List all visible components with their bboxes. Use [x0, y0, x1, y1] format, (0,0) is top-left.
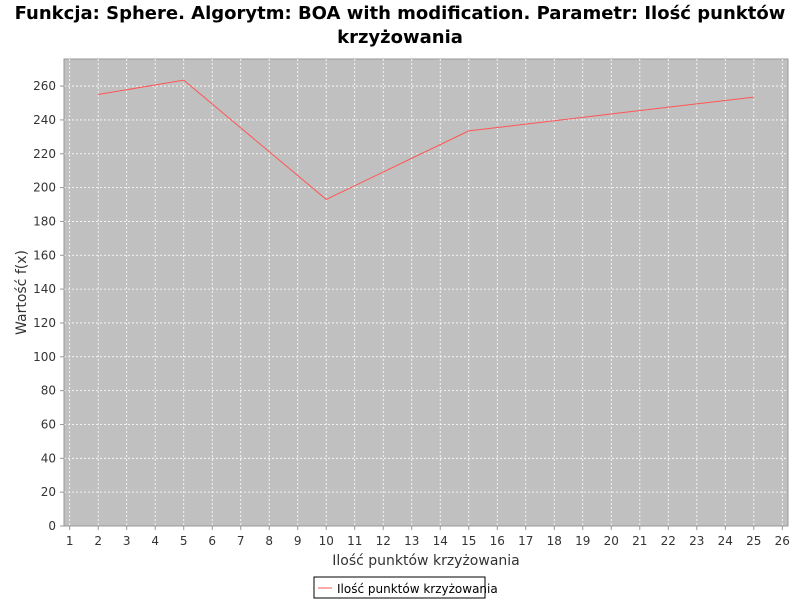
x-tick-label: 3 [123, 534, 131, 548]
y-tick-label: 60 [41, 417, 56, 431]
x-tick-label: 18 [547, 534, 562, 548]
x-tick-label: 4 [151, 534, 159, 548]
y-tick-label: 100 [33, 350, 56, 364]
chart-title-line-2: krzyżowania [337, 27, 463, 48]
grid-layer [64, 59, 788, 527]
x-tick-label: 12 [376, 534, 391, 548]
y-tick-label: 220 [33, 147, 56, 161]
x-tick-label: 22 [661, 534, 676, 548]
y-tick-label: 160 [33, 248, 56, 262]
y-tick-label: 180 [33, 214, 56, 228]
x-tick-label: 23 [689, 534, 704, 548]
x-tick-label: 15 [461, 534, 476, 548]
x-tick-label: 14 [433, 534, 448, 548]
x-tick-label: 11 [347, 534, 362, 548]
x-tick-label: 17 [518, 534, 533, 548]
x-tick-label: 25 [746, 534, 761, 548]
x-axis-label: Ilość punktów krzyżowania [332, 553, 520, 569]
legend-series-label: Ilość punktów krzyżowania [337, 582, 498, 596]
x-tick-label: 20 [604, 534, 619, 548]
series-layer [98, 79, 754, 201]
x-tick-label: 6 [208, 534, 216, 548]
plot-background [63, 58, 789, 527]
x-tick-label: 5 [180, 534, 188, 548]
x-tick-label: 24 [718, 534, 733, 548]
chart-title: Funkcja: Sphere. Algorytm: BOA with modi… [0, 2, 800, 50]
x-tick-label: 13 [404, 534, 419, 548]
y-tick-label: 0 [48, 519, 56, 533]
legend: Ilość punktów krzyżowania [313, 576, 498, 599]
y-tick-label: 200 [33, 181, 56, 195]
x-tick-label: 10 [319, 534, 334, 548]
y-tick-label: 260 [33, 79, 56, 93]
x-tick-label: 19 [575, 534, 590, 548]
y-tick-label: 80 [41, 384, 56, 398]
x-tick-label: 7 [237, 534, 245, 548]
y-tick-label: 20 [41, 485, 56, 499]
y-tick-label: 140 [33, 282, 56, 296]
x-tick-label: 21 [632, 534, 647, 548]
legend-box [313, 576, 486, 599]
x-tick-label: 1 [66, 534, 74, 548]
x-tick-label: 9 [294, 534, 302, 548]
x-tick-label: 16 [490, 534, 505, 548]
x-tick-label: 8 [265, 534, 273, 548]
y-tick-label: 240 [33, 113, 56, 127]
y-tick-label: 120 [33, 316, 56, 330]
x-tick-label: 2 [94, 534, 102, 548]
y-axis-label: Wartość f(x) [14, 250, 30, 335]
chart-title-line-1: Funkcja: Sphere. Algorytm: BOA with modi… [14, 3, 786, 24]
y-tick-label: 40 [41, 451, 56, 465]
x-tick-label: 26 [775, 534, 790, 548]
